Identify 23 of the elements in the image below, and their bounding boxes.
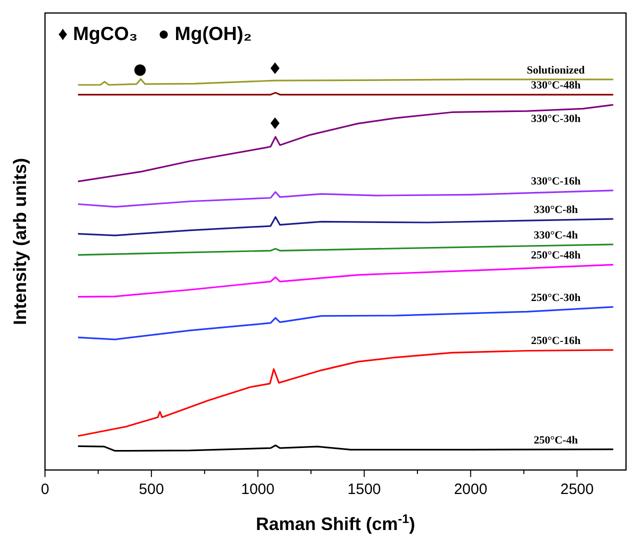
series-label: Solutionized [526, 64, 585, 76]
text: ● [133, 60, 147, 78]
series-label: 330°C-48h [530, 80, 581, 92]
x-tick-label: 2500 [560, 481, 594, 498]
series-label: 330°C-16h [530, 175, 581, 188]
y-axis-title: Intensity (arb units) [10, 158, 30, 326]
x-tick-label: 2000 [454, 481, 488, 498]
text: ♦ MgCO₃ [58, 24, 138, 45]
series-label: 250°C-4h [534, 434, 578, 446]
annotation: ♦ [268, 114, 282, 134]
x-tick-label: 0 [40, 481, 50, 498]
x-tick-label: 1500 [348, 481, 381, 498]
series-label: 330°C-30h [530, 112, 581, 125]
x-tick-label: 1000 [241, 481, 275, 498]
x-tick-label: 500 [138, 481, 164, 498]
series-label: 330°C-4h [534, 229, 578, 242]
series-label: 250°C-16h [530, 334, 581, 347]
series-label: 250°C-30h [530, 292, 581, 304]
text: ♦ [268, 59, 282, 78]
series-label: 250°C-48h [530, 250, 581, 262]
series-label: 330°C-8h [534, 204, 578, 216]
text: ● Mg(OH)₂ [158, 24, 252, 45]
x-axis-title: Raman Shift (cm$^{-1}$) [256, 512, 416, 534]
